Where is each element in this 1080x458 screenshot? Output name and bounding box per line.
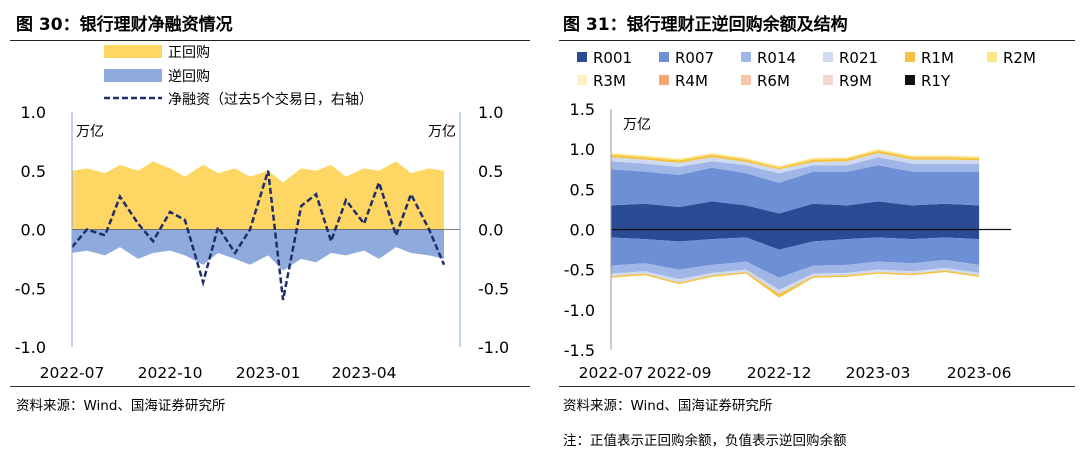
right-figure: 图 31：银行理财正逆回购余额及结构 1.5 1.0 0.5 0.0 -0.5 -1.0 -… <box>555 0 1080 458</box>
legend-label-r9m: R9M <box>839 72 872 90</box>
y-tick-label-left: 0.5 <box>21 162 46 181</box>
legend-swatch-repo <box>104 45 162 58</box>
legend-label-r2m: R2M <box>1003 49 1036 67</box>
legend-swatch-reverse-repo <box>104 69 162 82</box>
left-figure-title: 图 30：银行理财净融资情况 <box>16 15 233 35</box>
y-tick-label-left: -1.0 <box>15 338 46 357</box>
left-bottom-rule <box>10 386 530 387</box>
y-tick-label-right: 1.0 <box>478 103 503 122</box>
x-tick-label: 2023-04 <box>332 364 397 382</box>
right-figure-title: 图 31：银行理财正逆回购余额及结构 <box>563 15 848 35</box>
y-tick-label-right: -0.5 <box>478 279 509 298</box>
x-tick-label: 2022-07 <box>579 364 644 382</box>
series-positive-r2m-area <box>611 149 980 168</box>
y-tick-label: 1.0 <box>570 140 595 159</box>
y-tick-label-left: 1.0 <box>21 103 46 122</box>
y-tick-label: -1.0 <box>564 301 595 320</box>
series-positive-r007-area <box>611 165 980 214</box>
y-tick-label-right: -1.0 <box>478 338 509 357</box>
left-title-rule <box>10 40 530 41</box>
legend-label-r3m: R3M <box>593 72 626 90</box>
legend-label-repo: 正回购 <box>168 45 210 61</box>
legend-label-net: 净融资（过去5个交易日，右轴） <box>168 91 373 108</box>
y-axis-unit-right: 万亿 <box>428 124 456 140</box>
legend-swatch-r9m <box>823 75 833 85</box>
legend-swatch-r021 <box>823 52 833 62</box>
y-tick-label-left: -0.5 <box>15 279 46 298</box>
y-tick-label: 1.5 <box>570 100 595 119</box>
y-axis-unit-left: 万亿 <box>76 124 104 140</box>
legend-swatch-r1m <box>905 52 915 62</box>
series-positive-r021-area <box>611 153 980 174</box>
y-tick-label: -0.5 <box>564 261 595 280</box>
y-axis-unit: 万亿 <box>623 117 651 133</box>
x-tick-label: 2022-09 <box>647 364 712 382</box>
series-repo-area <box>72 161 445 230</box>
legend-label-r1y: R1Y <box>921 72 951 90</box>
series-negative-r1m-area <box>611 270 980 298</box>
x-tick-label: 2022-12 <box>747 364 812 382</box>
y-tick-label-right: 0.0 <box>478 221 503 240</box>
legend-label-r001: R001 <box>593 49 632 67</box>
legend-label-reverse-repo: 逆回购 <box>168 69 210 85</box>
legend-swatch-r014 <box>741 52 751 62</box>
series-positive-r014-area <box>611 157 980 183</box>
legend-label-r1m: R1M <box>921 49 954 67</box>
series-positive-r001-area <box>611 201 980 230</box>
legend-swatch-r001 <box>577 52 587 62</box>
series-negative-r014-area <box>611 260 980 290</box>
legend-swatch-r6m <box>741 75 751 85</box>
y-tick-label: 0.5 <box>570 180 595 199</box>
right-source: 资料来源：Wind、国海证券研究所 <box>563 398 773 414</box>
right-title-rule <box>559 40 1075 41</box>
legend-swatch-r007 <box>659 52 669 62</box>
x-tick-label: 2023-01 <box>236 364 301 382</box>
series-negative-r021-area <box>611 268 980 294</box>
legend-swatch-r3m <box>577 75 587 85</box>
legend-label-r014: R014 <box>757 49 796 67</box>
legend-swatch-r2m <box>987 52 997 62</box>
legend-swatch-r1y <box>905 75 915 85</box>
x-tick-label: 2022-07 <box>40 364 105 382</box>
x-tick-label: 2023-03 <box>846 364 911 382</box>
legend-label-r4m: R4M <box>675 72 708 90</box>
y-tick-label-left: 0.0 <box>21 221 46 240</box>
left-figure: 图 30：银行理财净融资情况 1.0 0.5 0.0 -0.5 -1.0 1.0 0.5 0.… <box>10 15 530 414</box>
x-tick-label: 2023-06 <box>947 364 1012 382</box>
legend-swatch-r4m <box>659 75 669 85</box>
legend-label-r021: R021 <box>839 49 878 67</box>
left-chart: 1.0 0.5 0.0 -0.5 -1.0 1.0 0.5 0.0 -0.5 -1.0 万亿 万亿 20… <box>15 45 509 382</box>
x-tick-label: 2022-10 <box>138 364 203 382</box>
series-net-financing-line <box>71 170 446 301</box>
series-negative-r007-area <box>611 237 980 278</box>
series-reverse-repo-area <box>72 229 445 271</box>
y-tick-label-right: 0.5 <box>478 162 503 181</box>
series-positive-r1m-area <box>611 150 980 170</box>
legend-label-r6m: R6M <box>757 72 790 90</box>
left-source: 资料来源：Wind、国海证券研究所 <box>16 398 226 414</box>
legend-label-r007: R007 <box>675 49 714 67</box>
right-note: 注：正值表示正回购余额，负值表示逆回购余额 <box>563 433 847 449</box>
right-chart: 1.5 1.0 0.5 0.0 -0.5 -1.0 -1.5 万亿 2022-07 2022-09… <box>564 49 1036 382</box>
right-bottom-rule <box>559 386 1075 387</box>
y-tick-label: -1.5 <box>564 341 595 360</box>
series-negative-r001-area <box>611 229 980 250</box>
y-tick-label: 0.0 <box>570 221 595 240</box>
